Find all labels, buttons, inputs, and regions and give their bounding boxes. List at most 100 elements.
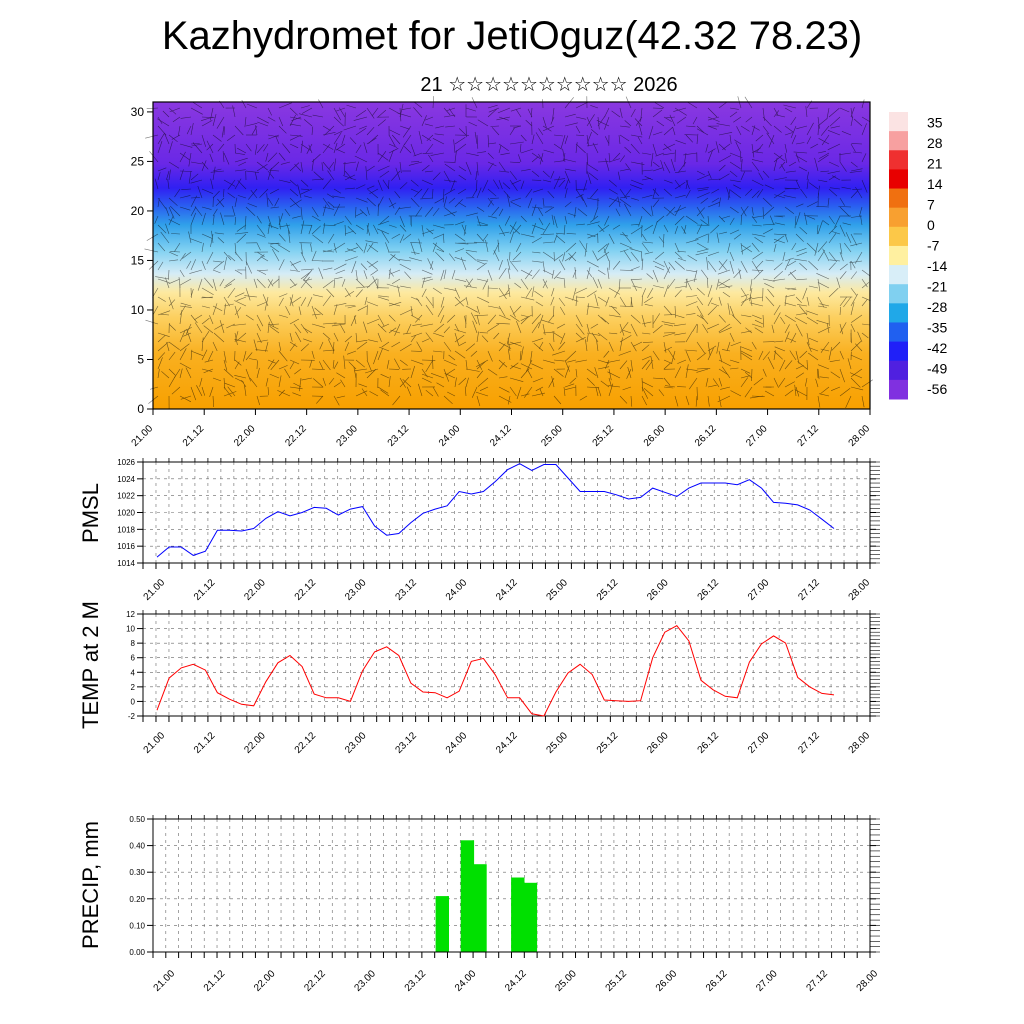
wind-barb — [839, 296, 848, 307]
wind-barb — [538, 314, 544, 329]
wind-barb — [806, 171, 809, 181]
wind-barb — [630, 224, 640, 226]
wind-barb — [514, 282, 522, 289]
wind-barb — [443, 211, 457, 217]
wind-barb — [292, 215, 302, 219]
wind-barb — [552, 330, 555, 343]
wind-barb — [828, 225, 838, 235]
wind-barb — [454, 377, 457, 388]
wind-barb — [808, 337, 819, 343]
wind-barb — [425, 332, 434, 343]
wind-barb — [795, 179, 801, 189]
wind-barb — [168, 197, 178, 206]
wind-barb — [820, 341, 830, 353]
wind-barb — [646, 273, 654, 280]
wind-barb — [806, 122, 814, 136]
wind-barb — [289, 386, 303, 390]
wind-barb — [300, 272, 311, 280]
wind-barb — [751, 215, 758, 223]
wind-barb — [663, 323, 674, 327]
wind-barb — [767, 356, 775, 370]
wind-barb — [784, 258, 791, 271]
wind-barb — [816, 273, 830, 280]
wind-barb — [630, 108, 636, 118]
wind-barb — [473, 241, 489, 244]
wind-barb — [165, 207, 170, 217]
wind-barb — [773, 233, 787, 236]
wind-barb — [850, 116, 854, 127]
wind-barb — [720, 386, 731, 390]
wind-barb — [331, 323, 346, 327]
wind-barb — [700, 219, 709, 226]
wind-barb — [828, 161, 839, 167]
wind-barb — [327, 201, 335, 208]
wind-barb — [733, 233, 742, 240]
wind-barb — [442, 188, 445, 203]
wind-barb — [597, 366, 610, 370]
y-tick-label: 1022 — [117, 492, 135, 501]
precip-bar — [511, 877, 525, 952]
wind-barb — [155, 276, 170, 280]
wind-barb — [550, 296, 555, 306]
wind-barb — [212, 395, 214, 408]
wind-barb — [346, 248, 357, 253]
wind-barb — [344, 247, 359, 253]
colorbar-swatch — [889, 322, 908, 343]
wind-barb — [179, 269, 185, 278]
wind-barb — [311, 159, 314, 172]
wind-barb — [487, 161, 497, 167]
wind-barb — [311, 350, 315, 359]
wind-barb — [652, 131, 663, 136]
wind-barb — [256, 339, 268, 343]
wind-barb — [201, 233, 213, 239]
wind-barb — [606, 359, 621, 363]
wind-barb — [318, 267, 324, 280]
wind-barb — [648, 125, 654, 140]
wind-barb — [584, 242, 588, 257]
wind-barb — [430, 373, 445, 379]
wind-barb — [630, 266, 640, 271]
wind-barb — [443, 368, 449, 382]
wind-barb — [795, 323, 803, 337]
wind-barb — [410, 188, 419, 193]
colorbar-label: -42 — [927, 340, 947, 356]
wind-barb — [855, 343, 863, 352]
wind-barb — [608, 197, 619, 208]
wind-barb — [487, 197, 494, 206]
wind-barb — [740, 215, 742, 226]
wind-barb — [851, 314, 863, 323]
wind-barb — [567, 212, 577, 217]
wind-barb — [477, 221, 489, 226]
wind-barb — [169, 205, 181, 217]
wind-barb — [817, 125, 819, 136]
wind-barb — [692, 323, 698, 332]
wind-barb — [773, 235, 785, 244]
wind-barb — [322, 322, 337, 325]
wind-barb — [718, 395, 722, 408]
wind-barb — [586, 333, 589, 343]
wind-barb — [490, 125, 500, 127]
wind-barb — [839, 350, 844, 360]
wind-barb — [421, 377, 432, 383]
wind-barb — [336, 395, 346, 399]
wind-barb — [157, 357, 163, 370]
wind-barb — [157, 334, 166, 343]
wind-barb — [223, 377, 226, 390]
wind-barb — [675, 140, 687, 145]
wind-barb — [256, 254, 265, 262]
wind-barb — [740, 368, 751, 374]
wind-barb — [498, 268, 507, 280]
wind-barb — [256, 367, 260, 379]
wind-barb — [355, 144, 362, 154]
wind-barb — [808, 285, 819, 289]
wind-barb — [662, 332, 676, 337]
wind-barb — [234, 125, 244, 136]
wind-barb — [333, 130, 343, 136]
wind-barb — [520, 368, 530, 379]
wind-barb — [289, 197, 300, 208]
wind-barb — [710, 224, 720, 234]
wind-barb — [696, 125, 705, 134]
wind-barb — [564, 97, 574, 109]
wind-barb — [550, 170, 555, 179]
wind-barb — [654, 265, 665, 271]
